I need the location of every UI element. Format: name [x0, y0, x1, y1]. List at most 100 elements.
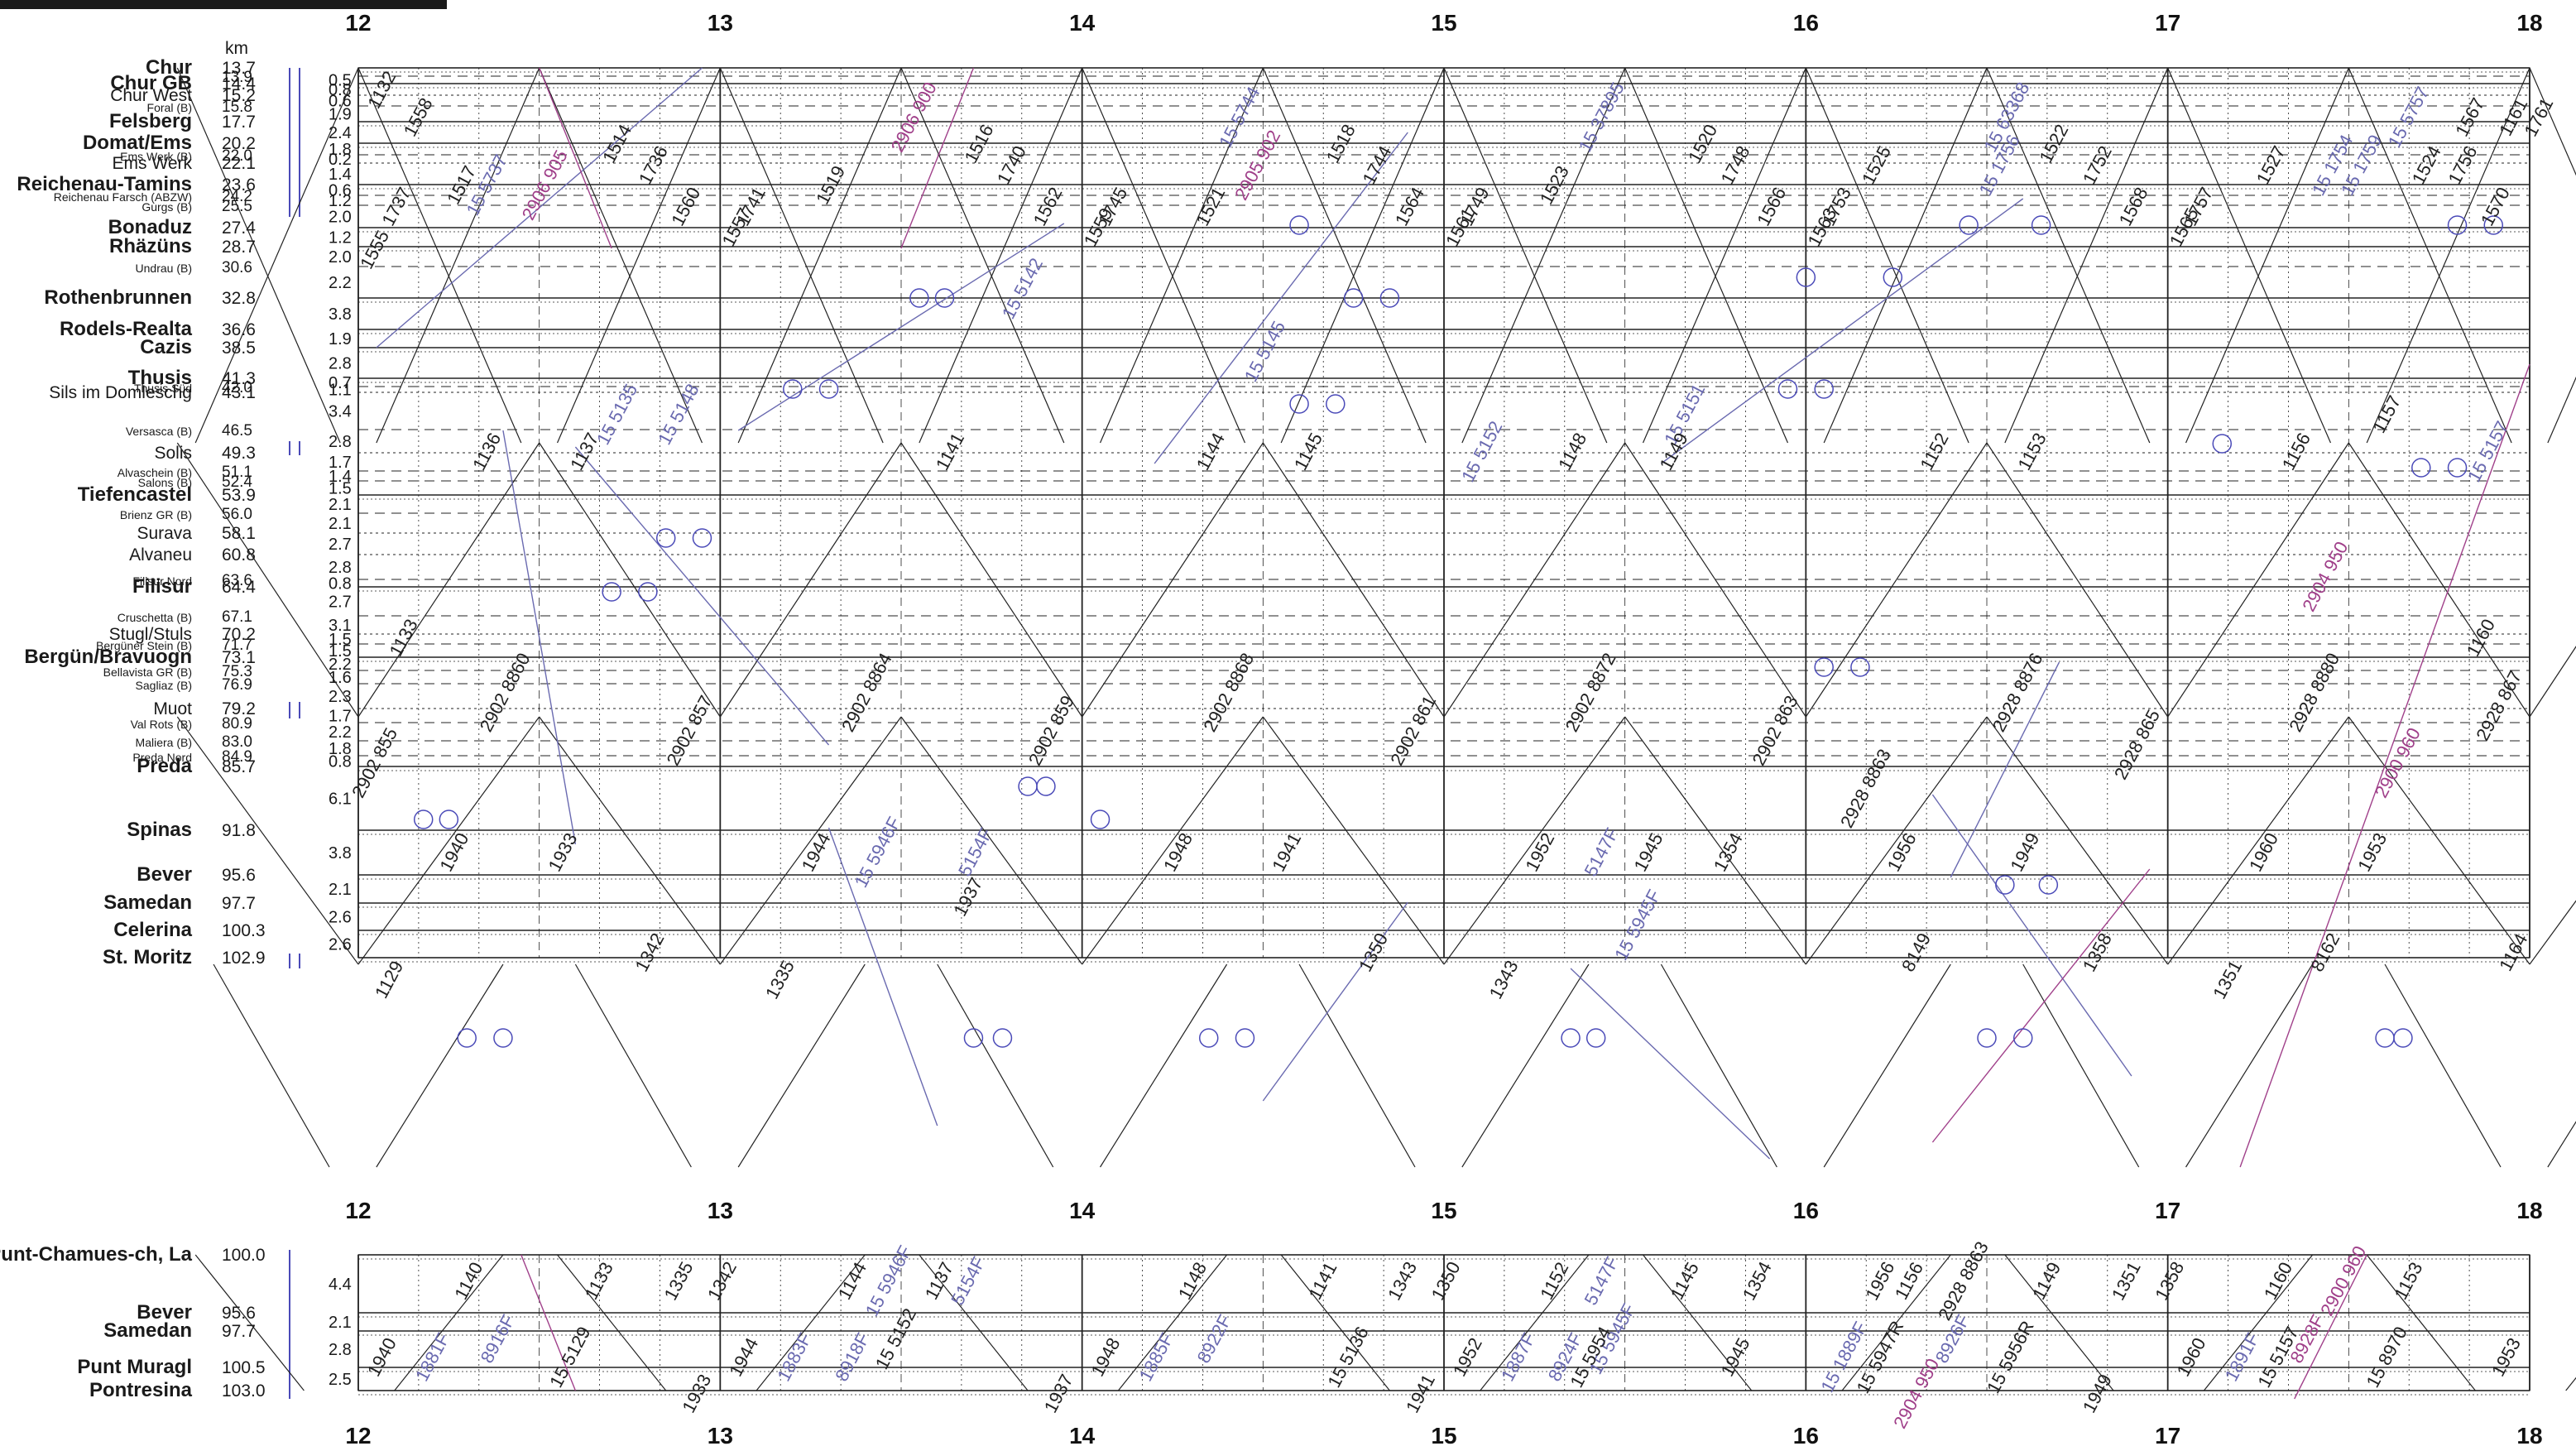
special-train-path [2294, 1254, 2367, 1400]
train-number-label: 1555 [356, 227, 393, 272]
main-segment-length: 2.8 [329, 355, 352, 373]
crossing-marker [602, 582, 621, 602]
lower-train-number-label: 1133 [581, 1259, 617, 1304]
lower-train-number-label: 1145 [1667, 1259, 1703, 1304]
train-path [376, 67, 540, 444]
main-station-name: Tiefencastel [78, 483, 192, 506]
main-station-km: 80.9 [222, 715, 252, 733]
train-path [1100, 963, 1228, 1168]
main-station-name: Reichenau-Tamins [17, 173, 192, 195]
main-station-km: 20.2 [222, 134, 256, 153]
main-station-name: Bergün/Bravuogn [24, 646, 192, 668]
train-path [2529, 67, 2576, 176]
crossing-marker [1850, 657, 1870, 677]
main-segment-length: 0.8 [329, 81, 352, 99]
main-station-km: 51.1 [222, 464, 252, 481]
train-path [376, 963, 504, 1168]
main-station-name: Ems Werk [113, 154, 193, 173]
train-path [1298, 963, 1416, 1168]
main-segment-length: 2.6 [329, 909, 352, 927]
train-number-label: 1752 [2079, 142, 2116, 188]
crossing-marker [783, 379, 803, 399]
lower-train-number-label: 1335 [660, 1258, 697, 1304]
train-number-label: 1756 [2444, 142, 2482, 188]
main-station-name: Spinas [127, 819, 192, 841]
train-number-label: 1744 [1359, 142, 1396, 188]
special-train-path [1931, 868, 2151, 1143]
main-station-name: Thusis Süd [134, 382, 192, 395]
lower-train-number-label: 1933 [678, 1371, 715, 1416]
main-station-name: Ems Werk (B) [120, 150, 192, 163]
main-station-km: 28.7 [222, 238, 256, 257]
train-number-label: 1354 [1710, 829, 1747, 875]
lower-train-path [394, 1254, 504, 1391]
main-station-km: 15.2 [222, 86, 256, 105]
train-path [1624, 442, 1806, 718]
lower-station-name: Pontresina [89, 1379, 193, 1401]
main-segment-length: 2.7 [329, 536, 352, 554]
hour-label-bottom: 17 [2155, 1423, 2180, 1449]
hour-label-middle: 12 [345, 1198, 371, 1223]
hour-label-top: 12 [345, 10, 371, 36]
main-segment-length: 2.0 [329, 248, 352, 267]
lower-train-number-label: 1949 [2079, 1371, 2116, 1416]
main-station-name: Alvaschein (B) [118, 466, 192, 479]
hour-label-top: 16 [1793, 10, 1819, 36]
train-number-label: 1136 [468, 430, 505, 474]
main-station-name: Celerina [113, 919, 192, 941]
lower-train-path [2203, 1254, 2314, 1391]
train-path [357, 67, 522, 444]
train-number-label: 1141 [932, 430, 968, 474]
main-station-km: 67.1 [222, 608, 252, 626]
main-station-km: 43.1 [222, 383, 256, 402]
main-segment-length: 1.7 [329, 708, 352, 726]
lower-train-path [2565, 1377, 2576, 1391]
train-path [1823, 67, 1988, 444]
train-number-label: 1524 [2408, 142, 2445, 188]
lower-train-number-label: 5147F [1580, 1253, 1622, 1309]
main-station-name: Chur [146, 56, 192, 79]
train-path [2167, 442, 2349, 718]
train-path [2348, 442, 2530, 718]
lower-station-km: 100.5 [222, 1358, 266, 1377]
main-station-name: Rothenbrunnen [44, 286, 192, 309]
main-station-km: 56.0 [222, 506, 252, 523]
main-station-name: Val Rots (B) [131, 718, 192, 731]
train-path [357, 716, 540, 965]
main-segment-length: 1.6 [329, 669, 352, 687]
main-segment-length: 3.1 [329, 617, 352, 635]
lower-segment-length: 2.1 [329, 1314, 352, 1332]
train-path [719, 716, 902, 965]
train-path [1660, 963, 1777, 1168]
crossing-marker [2447, 458, 2468, 478]
main-station-km: 13.9 [222, 69, 252, 86]
main-segment-length: 1.9 [329, 330, 352, 348]
main-station-km: 79.2 [222, 699, 256, 718]
freight-train-path [1950, 661, 2060, 878]
lower-train-number-label: 2900 960 [2316, 1242, 2370, 1319]
main-segment-length: 2.1 [329, 881, 352, 899]
main-station-km: 22.0 [222, 147, 252, 165]
main-segment-length: 1.8 [329, 740, 352, 758]
train-path [719, 67, 884, 444]
main-segment-length: 2.1 [329, 496, 352, 514]
main-segment-length: 1.9 [329, 106, 352, 124]
train-path [2348, 716, 2530, 965]
main-segment-length: 2.0 [329, 209, 352, 227]
lower-train-path [1280, 1254, 1390, 1391]
hour-label-bottom: 12 [345, 1423, 371, 1449]
main-station-name: Cazis [140, 336, 192, 358]
train-path [2529, 646, 2576, 718]
train-number-label: 1144 [1192, 430, 1229, 474]
freight-train-path [827, 827, 938, 1127]
train-path [1262, 67, 1427, 444]
hour-label-bottom: 18 [2516, 1423, 2542, 1449]
train-number-label: 1156 [2278, 430, 2315, 474]
train-path [1280, 67, 1445, 444]
train-path [719, 442, 902, 718]
main-segment-length: 1.8 [329, 141, 352, 159]
train-number-label: 1133 [385, 616, 421, 661]
train-number-label: 1937 [949, 874, 986, 920]
lower-station-km: 100.0 [222, 1246, 266, 1265]
lower-train-number-label: 1350 [1427, 1258, 1465, 1304]
